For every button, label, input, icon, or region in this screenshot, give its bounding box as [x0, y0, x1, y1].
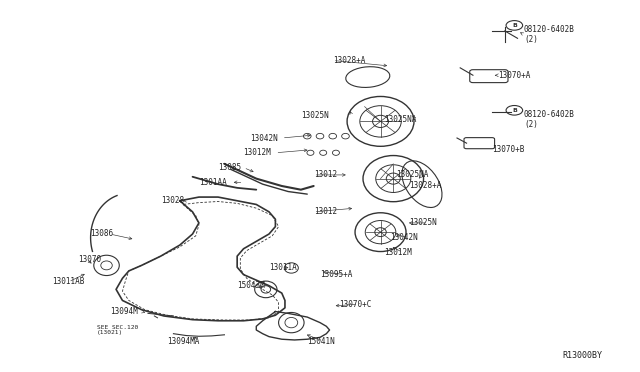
Text: SEE SEC.120
(13021): SEE SEC.120 (13021) [97, 325, 138, 336]
Text: 15041N: 15041N [307, 337, 335, 346]
Text: 13094MA: 13094MA [167, 337, 200, 346]
Text: 13028+A: 13028+A [409, 182, 442, 190]
Text: 13070+B: 13070+B [492, 145, 524, 154]
Text: 13070: 13070 [78, 255, 101, 264]
Text: 13012: 13012 [314, 207, 337, 217]
Text: 13094M: 13094M [109, 307, 138, 316]
Text: 13012M: 13012M [384, 248, 412, 257]
Text: 13085: 13085 [218, 163, 241, 172]
Text: 13042N: 13042N [390, 233, 418, 242]
Text: 15043M: 15043M [237, 281, 265, 290]
Text: 13025NA: 13025NA [384, 115, 416, 124]
Text: 13086: 13086 [91, 230, 114, 238]
Text: B: B [512, 23, 516, 28]
Text: 13095+A: 13095+A [320, 270, 353, 279]
Text: 1301AA: 1301AA [199, 178, 227, 187]
Text: 13070+C: 13070+C [339, 300, 371, 309]
Text: 13012M: 13012M [244, 148, 271, 157]
Text: 13025N: 13025N [409, 218, 437, 227]
Text: 13012: 13012 [314, 170, 337, 179]
Text: 08120-6402B
(2): 08120-6402B (2) [524, 110, 575, 129]
Text: R13000BY: R13000BY [562, 351, 602, 360]
Text: 13025NA: 13025NA [396, 170, 429, 179]
Text: 08120-6402B
(2): 08120-6402B (2) [524, 25, 575, 44]
Text: 13028: 13028 [161, 196, 184, 205]
Text: 13025N: 13025N [301, 111, 328, 121]
Text: 13042N: 13042N [250, 134, 278, 142]
Text: 13011A: 13011A [269, 263, 297, 272]
Text: 13011AB: 13011AB [52, 278, 84, 286]
Text: 13028+A: 13028+A [333, 56, 365, 65]
Text: 13070+A: 13070+A [499, 71, 531, 80]
Text: B: B [512, 108, 516, 113]
